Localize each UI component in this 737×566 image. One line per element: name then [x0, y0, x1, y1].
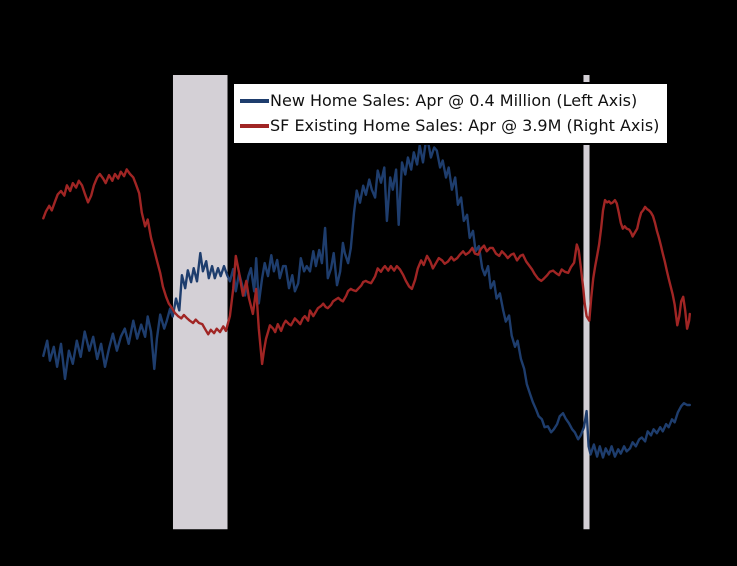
series-line-sf-existing-home-sales [42, 168, 691, 366]
recession-band-1 [583, 75, 590, 530]
legend-label-sf-existing-home-sales: SF Existing Home Sales: Apr @ 3.9M (Righ… [270, 116, 660, 135]
axis-frame [39, 75, 698, 531]
series-line-new-home-sales [42, 138, 691, 459]
legend-swatch-sf-existing-home-sales-icon [240, 123, 269, 128]
legend-swatch-new-home-sales-icon [240, 98, 269, 103]
legend-label-new-home-sales: New Home Sales: Apr @ 0.4 Million (Left … [270, 91, 638, 110]
legend: New Home Sales: Apr @ 0.4 Million (Left … [232, 82, 670, 145]
legend-item-new-home-sales: New Home Sales: Apr @ 0.4 Million (Left … [240, 88, 659, 113]
recession-band-0 [172, 75, 228, 530]
legend-item-sf-existing-home-sales: SF Existing Home Sales: Apr @ 3.9M (Righ… [240, 113, 659, 138]
